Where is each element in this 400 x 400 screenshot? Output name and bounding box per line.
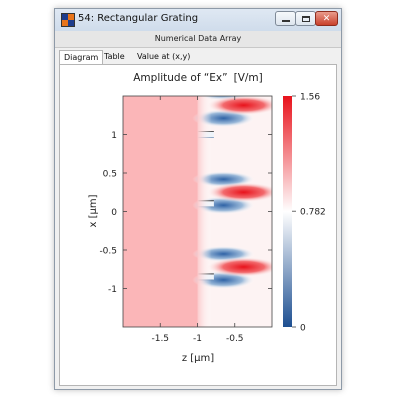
x-tick-label: -1 [193,334,202,344]
y-axis-label: x [µm] [88,194,99,227]
close-button[interactable]: ✕ [315,11,338,26]
y-tick-label: 0 [111,208,117,218]
tab-table[interactable]: Table [104,52,125,61]
field-hot-spot [206,256,272,277]
y-axis: 1 0.5 0 -0.5 -1 [99,131,272,295]
maximize-button[interactable] [295,11,316,26]
y-tick-label: -0.5 [99,247,117,257]
x-tick-label: -1.5 [151,334,169,344]
tab-diagram[interactable]: Diagram [59,50,104,65]
heatmap-chart[interactable]: Amplitude of “Ex” [V/m] 10.50-0.5-1 -1.5-… [60,65,336,385]
close-icon: ✕ [322,13,331,24]
interface-fade [197,96,212,327]
minimize-button[interactable] [275,11,296,26]
field-hot-spot [206,182,272,203]
maximize-icon [296,12,315,25]
colorbar-tick-label: 0.782 [300,208,326,218]
colorbar [283,96,292,327]
colorbar-tick-label: 1.56 [300,93,320,103]
diagram-panel: Amplitude of “Ex” [V/m] 1 0.5 0 -0.5 -1 -1.5-… [59,64,337,386]
data-array-caption: Numerical Data Array [55,31,341,48]
heatmap-plot-area [123,96,272,327]
window-title: 54: Rectangular Grating [78,13,199,24]
field-hot-spot [206,96,272,116]
x-axis: -1.5 -1 -0.5 [151,96,244,344]
minimize-icon [276,12,295,25]
chart-title: Amplitude of “Ex” [V/m] [133,72,263,84]
y-tick-label: 1 [111,131,117,141]
app-icon [61,13,75,27]
x-tick-label: -0.5 [226,334,244,344]
tab-value-at-xy[interactable]: Value at (x,y) [137,52,191,61]
uniform-field-region [123,96,198,327]
app-window: 54: Rectangular Grating ✕ Numerical Data… [54,8,342,390]
title-bar[interactable]: 54: Rectangular Grating ✕ [55,9,341,31]
colorbar-tick-label: 0 [300,324,306,334]
y-tick-label: -1 [108,285,117,295]
x-axis-label: z [µm] [182,353,214,364]
y-tick-label: 0.5 [103,170,117,180]
colorbar-axis: 1.56 0.782 0 [292,93,326,334]
